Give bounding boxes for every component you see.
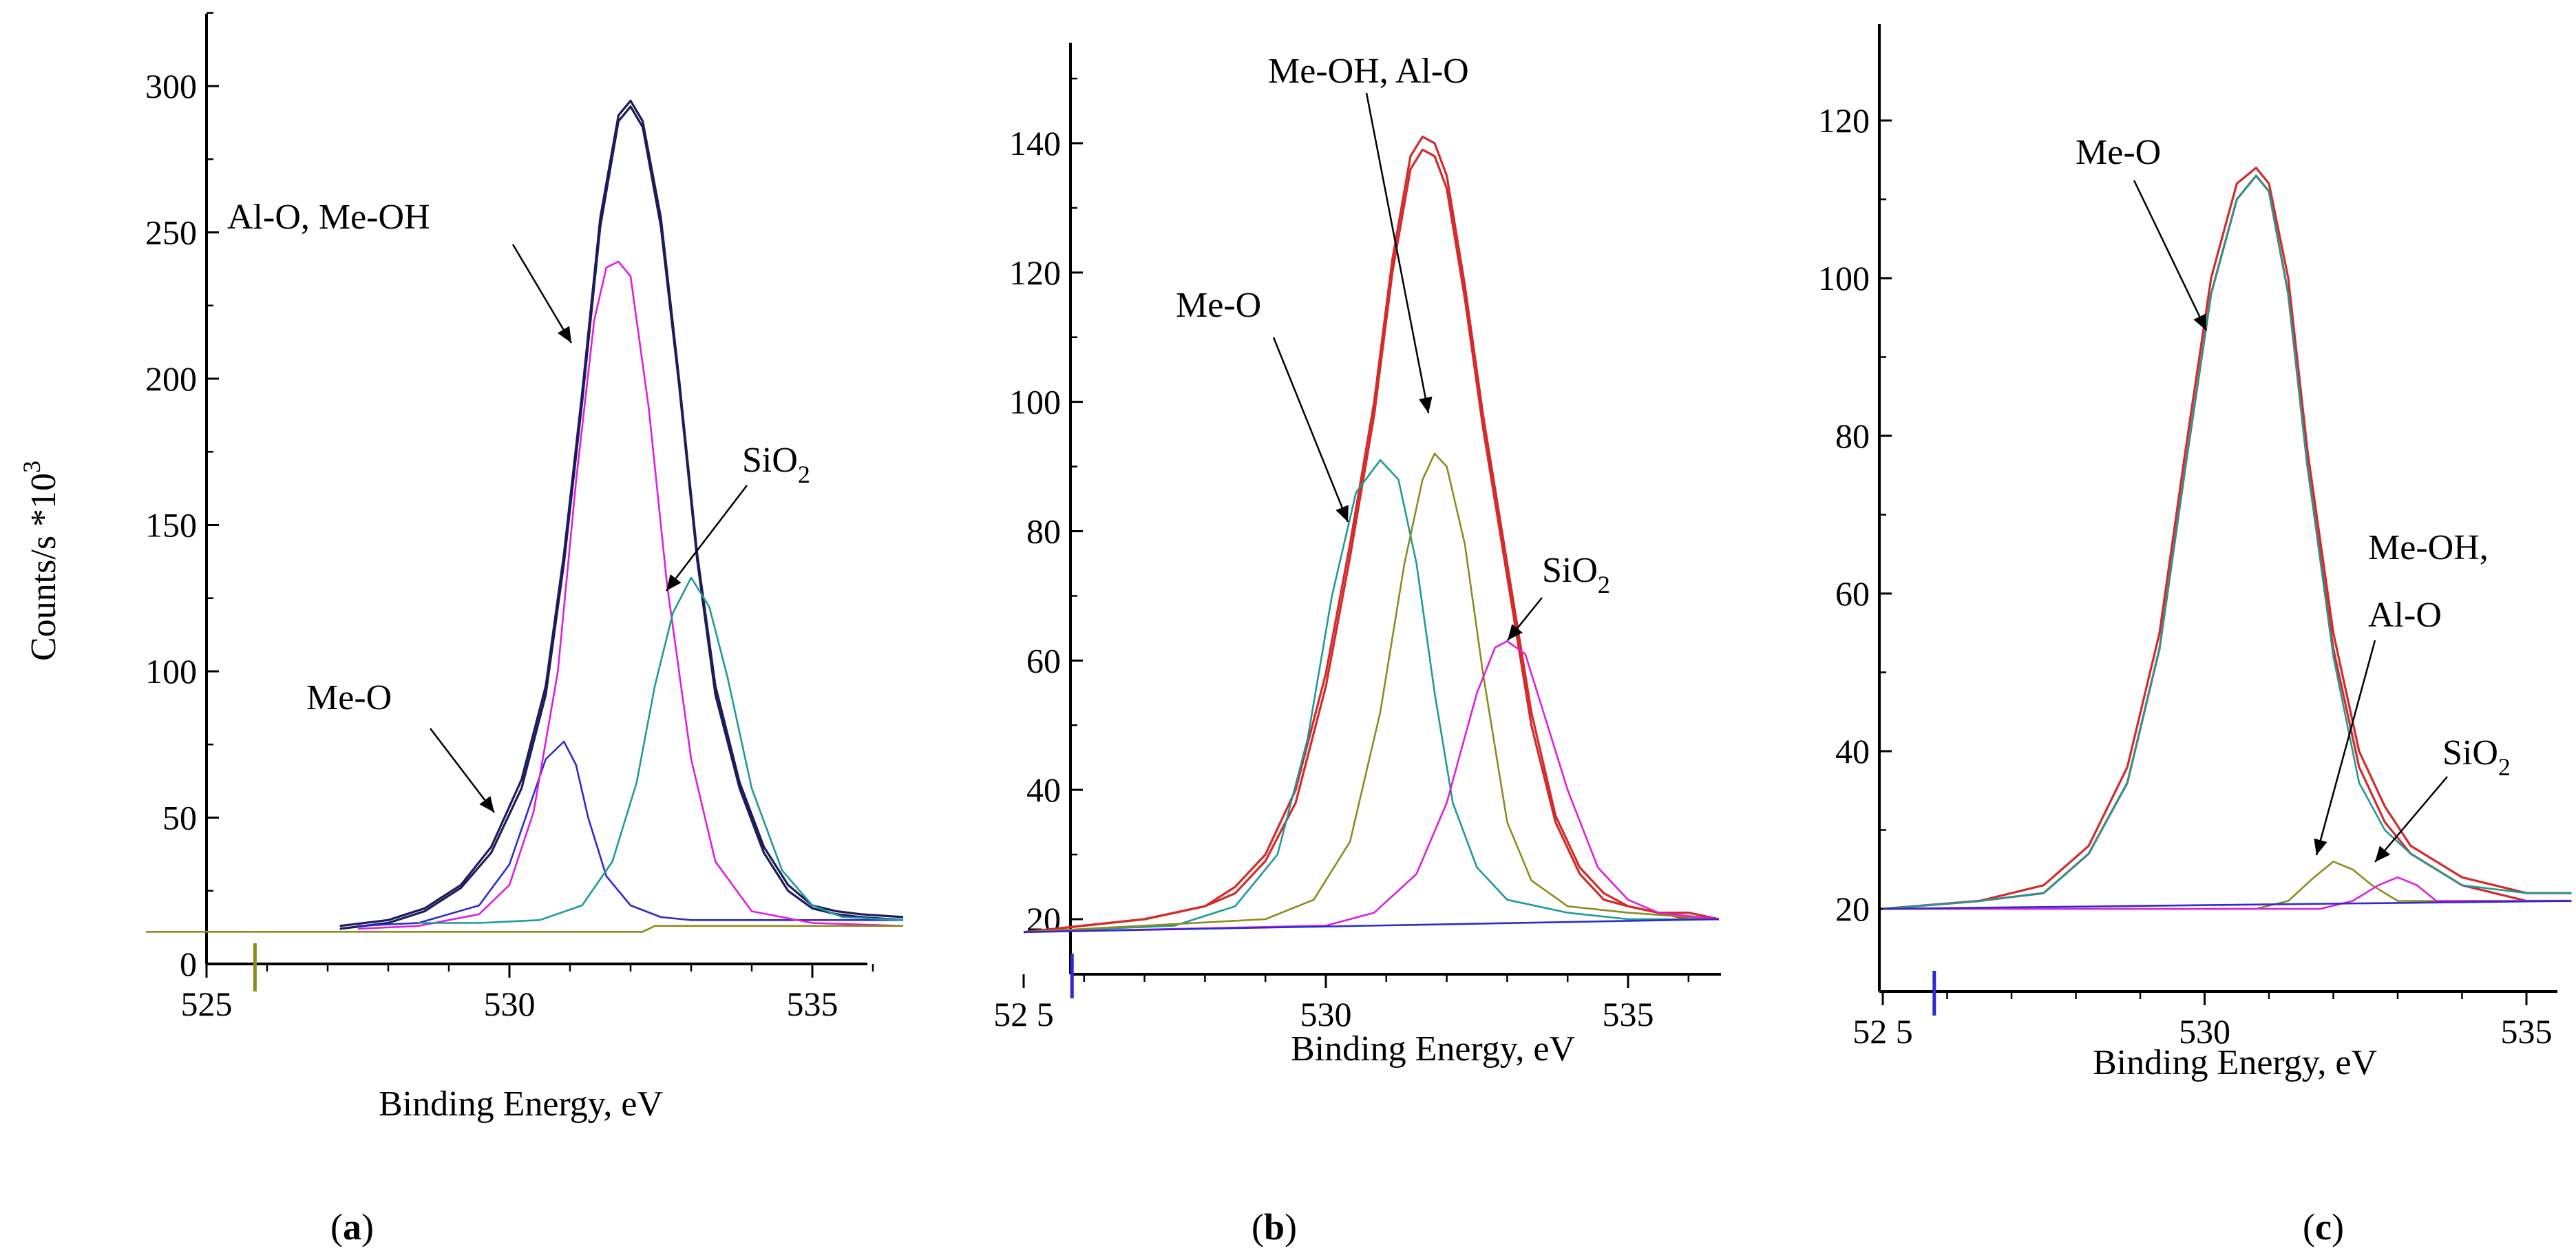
panel-b-series xyxy=(1023,136,1720,998)
annotation-al-o-c: Al-O xyxy=(2368,596,2442,635)
annotation-al-o-me-oh: Al-O, Me-OH xyxy=(227,198,430,237)
annotation-me-o-c: Me-O xyxy=(2076,133,2161,172)
annotation-sio2: SiO2 xyxy=(742,441,810,488)
panel-a-y-axis-title: Counts/s *103 xyxy=(18,461,63,661)
y-tick-label: 100 xyxy=(1009,383,1061,421)
annotation-me-oh-c: Me-OH, xyxy=(2368,528,2489,567)
series-line-baseline xyxy=(146,925,903,933)
annotation-arrow-sio2 xyxy=(666,485,748,591)
series-line-me_o xyxy=(357,740,903,927)
panel-a-annotations: Al-O, Me-OH SiO2 Me-O xyxy=(227,198,810,813)
y-tick-label: 20 xyxy=(1835,890,1870,928)
panel-c-x-axis-title: Binding Energy, eV xyxy=(2093,1043,2377,1082)
panel-c-annotations: Me-O Me-OH, Al-O SiO2 xyxy=(2076,133,2511,863)
annotation-me-o-b: Me-O xyxy=(1176,286,1261,325)
y-tick-label: 250 xyxy=(145,213,197,252)
annotation-sio2-c: SiO2 xyxy=(2442,733,2511,781)
x-tick-label: 52 5 xyxy=(993,995,1054,1033)
x-tick-label: 525 xyxy=(181,985,233,1023)
panel-c-series xyxy=(1882,167,2572,1016)
annotation-arrow-me-oh-al-o xyxy=(1365,92,1433,414)
y-tick-label: 80 xyxy=(1026,512,1061,551)
annotation-me-o: Me-O xyxy=(306,678,392,717)
panel-a-x-axis-title: Binding Energy, eV xyxy=(379,1084,663,1124)
series-line-env1 xyxy=(339,99,904,927)
series-line-al_o_me_oh xyxy=(357,260,904,930)
annotation-arrow-sio2-c xyxy=(2374,776,2448,863)
annotation-arrow-me-o xyxy=(430,728,495,813)
y-tick-label: 60 xyxy=(1835,574,1870,613)
annotation-me-oh-al-o: Me-OH, Al-O xyxy=(1268,52,1469,91)
annotation-sio2-b: SiO2 xyxy=(1542,551,1610,598)
panel-c-label: (c) xyxy=(2303,1206,2344,1248)
series-line-baseline xyxy=(1882,900,2572,910)
panel-a-chart: 0 50 100 150 200 250 300 525 530 535 Al-O, Me-OH … xyxy=(18,12,904,1248)
y-tick-label: 50 xyxy=(162,799,197,837)
series-line-sio2 xyxy=(419,576,904,924)
series-line-baseline xyxy=(1023,918,1719,934)
x-tick-label: 530 xyxy=(484,985,536,1023)
x-tick-label: 535 xyxy=(2501,1012,2553,1051)
x-tick-label: 535 xyxy=(787,985,838,1023)
y-tick-label: 150 xyxy=(145,506,197,545)
x-tick-label: 535 xyxy=(1603,995,1654,1033)
y-tick-label: 300 xyxy=(145,67,197,105)
annotation-arrow-me-oh-al-o-c xyxy=(2314,640,2376,856)
series-line-me_o xyxy=(1023,459,1719,934)
annotation-arrow-al-o-me-oh xyxy=(511,244,573,344)
panel-a-label: (a) xyxy=(330,1206,374,1248)
panel-a-axes: 0 50 100 150 200 250 300 525 530 535 xyxy=(145,12,874,1023)
annotation-arrow-me-o-b xyxy=(1272,337,1349,523)
panel-a-series xyxy=(146,99,904,991)
series-line-env2 xyxy=(339,105,904,930)
series-line-env1 xyxy=(1023,136,1720,934)
y-tick-label: 60 xyxy=(1026,641,1061,680)
annotation-arrow-me-o-c xyxy=(2133,180,2208,331)
panel-b-annotations: Me-OH, Al-O Me-O SiO2 xyxy=(1176,52,1610,641)
series-line-sio2 xyxy=(1023,640,1719,934)
y-tick-label: 40 xyxy=(1026,770,1061,809)
y-tick-label: 80 xyxy=(1835,417,1870,455)
y-tick-label: 120 xyxy=(1818,101,1870,140)
annotation-arrow-sio2-b xyxy=(1507,597,1543,641)
series-line-me_o xyxy=(1882,174,2572,910)
y-tick-label: 0 xyxy=(180,945,197,983)
series-line-env2 xyxy=(1023,148,1719,934)
series-line-me_oh_al_o xyxy=(1023,452,1719,934)
panel-b-x-axis-title: Binding Energy, eV xyxy=(1291,1029,1575,1069)
y-tick-label: 200 xyxy=(145,359,197,398)
x-tick-label: 530 xyxy=(1300,995,1352,1033)
y-tick-label: 100 xyxy=(145,652,197,691)
y-tick-label: 40 xyxy=(1835,732,1870,770)
panel-c-axes: 20 40 60 80 100 120 52 5 530 535 xyxy=(1818,24,2557,1051)
y-tick-label: 100 xyxy=(1818,259,1870,297)
series-line-env1 xyxy=(1882,167,2572,910)
panel-b-label: (b) xyxy=(1252,1206,1297,1248)
panel-c-chart: 20 40 60 80 100 120 52 5 530 535 Me-O Me-OH, Al-… xyxy=(1818,24,2572,1248)
y-tick-label: 140 xyxy=(1009,124,1061,162)
y-tick-label: 120 xyxy=(1009,253,1061,292)
x-tick-label: 530 xyxy=(2179,1012,2230,1051)
x-tick-label: 52 5 xyxy=(1852,1012,1913,1051)
series-line-sio2 xyxy=(1883,876,2572,910)
